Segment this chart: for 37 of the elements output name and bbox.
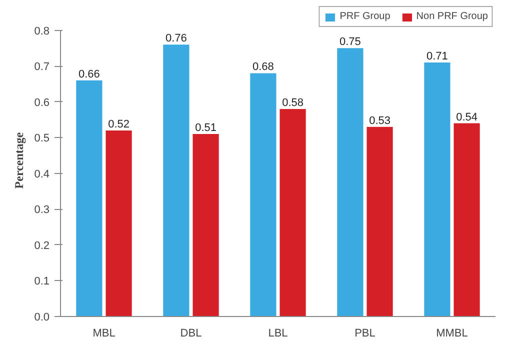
data-label: 0.54: [456, 111, 478, 124]
x-tick-label: MBL: [92, 328, 116, 340]
bar: [424, 62, 450, 316]
data-label: 0.51: [195, 122, 217, 134]
bar: [454, 123, 480, 316]
data-label: 0.71: [426, 50, 448, 62]
bar: [366, 126, 393, 316]
bar: [280, 108, 306, 316]
y-axis-title: Percentage: [12, 132, 26, 189]
y-tick-label: 0.5: [34, 132, 50, 145]
x-tick-label: PBL: [354, 328, 376, 340]
x-tick-label: LBL: [268, 328, 288, 340]
bar: [337, 48, 364, 316]
bar: [250, 73, 276, 316]
y-tick-label: 0.0: [34, 312, 50, 324]
y-tick-label: 0.4: [34, 168, 50, 180]
y-tick-label: 0.6: [34, 96, 50, 109]
data-label: 0.68: [252, 61, 274, 74]
data-label: 0.76: [166, 32, 187, 45]
x-tick-label: MMBL: [436, 328, 468, 340]
legend-label: PRF Group: [340, 11, 390, 22]
legend-label: Non PRF Group: [416, 11, 488, 22]
y-tick-label: 0.8: [34, 25, 50, 38]
y-tick-label: 0.1: [34, 276, 50, 288]
bar: [192, 134, 219, 316]
x-tick-label: DBL: [180, 328, 202, 340]
y-tick-label: 0.7: [34, 61, 50, 74]
data-label: 0.75: [340, 36, 361, 48]
data-label: 0.66: [78, 68, 100, 80]
data-label: 0.52: [108, 118, 130, 130]
data-label: 0.53: [369, 114, 391, 127]
data-label: 0.58: [282, 96, 304, 109]
bar: [106, 130, 132, 316]
bar: [163, 44, 190, 316]
bar: [76, 80, 102, 316]
y-tick-label: 0.3: [34, 204, 50, 216]
y-tick-label: 0.2: [34, 240, 50, 252]
